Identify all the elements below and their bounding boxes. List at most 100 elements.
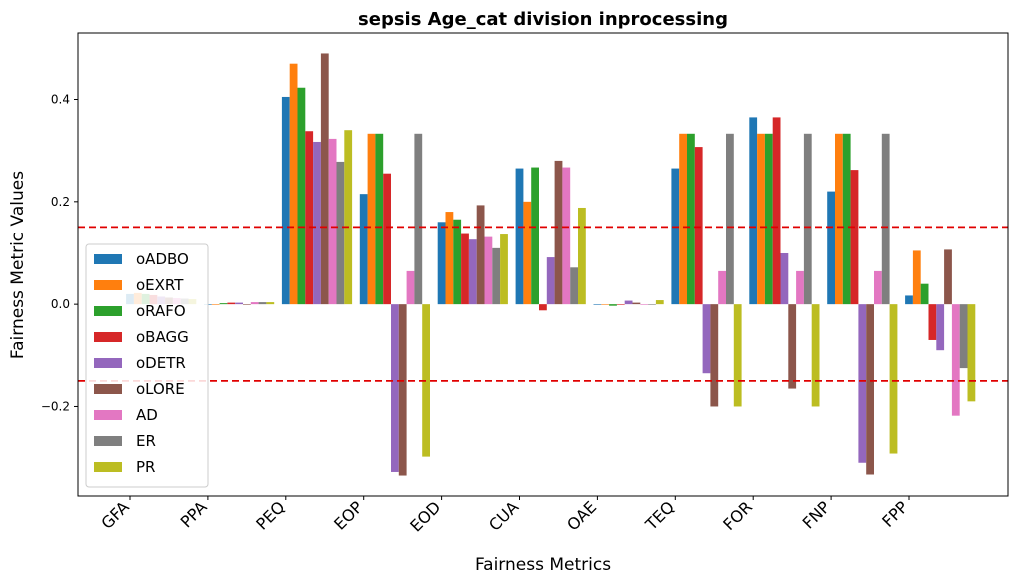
y-tick-label: 0.2 xyxy=(51,195,70,209)
bar-oRAFO-PPA xyxy=(219,303,228,305)
legend-label-oEXRT: oEXRT xyxy=(136,276,184,294)
bar-oEXRT-CUA xyxy=(523,201,532,305)
bar-oBAGG-FNP xyxy=(850,170,859,305)
bar-oLORE-EOD xyxy=(476,205,485,305)
bar-oEXRT-PEQ xyxy=(289,63,298,305)
bar-oDETR-FPP xyxy=(936,304,945,351)
bar-oRAFO-TEQ xyxy=(687,133,695,305)
x-tick-label-CUA: CUA xyxy=(485,497,522,534)
bar-ER-OAE xyxy=(648,304,656,305)
bar-oADBO-PEQ xyxy=(281,96,290,305)
x-axis-label: Fairness Metrics xyxy=(475,555,611,575)
y-axis: −0.2 0.0 0.2 0.4 xyxy=(41,93,78,413)
x-axis: GFA PPA PEQ EOP EOD CUA OAE TEQ FOR FNP FPP xyxy=(97,496,912,536)
bar-oBAGG-PPA xyxy=(227,302,236,305)
threshold-lines xyxy=(78,226,1008,382)
x-tick-label-PEQ: PEQ xyxy=(252,497,288,533)
legend-swatch-oBAGG xyxy=(94,332,122,342)
bar-ER-FOR xyxy=(803,133,812,305)
bar-oDETR-CUA xyxy=(546,257,555,305)
legend-swatch-ER xyxy=(94,436,122,446)
bar-PR-EOP xyxy=(422,304,430,457)
x-tick-label-GFA: GFA xyxy=(97,497,132,532)
bar-oRAFO-OAE xyxy=(609,304,617,306)
bar-PR-OAE xyxy=(655,300,664,305)
legend-label-oDETR: oDETR xyxy=(136,354,186,372)
legend-label-oADBO: oADBO xyxy=(136,250,189,268)
bar-oDETR-EOP xyxy=(391,304,399,472)
bar-oDETR-OAE xyxy=(624,300,633,305)
bar-AD-FPP xyxy=(951,304,960,416)
x-tick-label-FOR: FOR xyxy=(719,497,756,534)
bar-AD-PEQ xyxy=(328,138,337,305)
legend-label-AD: AD xyxy=(136,406,158,424)
bar-oEXRT-EOD xyxy=(445,212,454,305)
bar-PR-CUA xyxy=(578,207,586,305)
legend-label-ER: ER xyxy=(136,432,156,450)
bar-PR-EOD xyxy=(500,234,508,305)
legend: oADBO oEXRT oRAFO oBAGG oDETR oLORE AD ER PR xyxy=(85,243,209,488)
bar-oDETR-PEQ xyxy=(313,141,321,305)
bar-AD-EOD xyxy=(484,236,493,305)
legend-box xyxy=(85,243,209,488)
bar-oADBO-TEQ xyxy=(671,168,680,305)
bar-PR-TEQ xyxy=(733,304,742,407)
bar-oBAGG-OAE xyxy=(616,304,625,305)
x-tick-label-TEQ: TEQ xyxy=(641,497,678,534)
bars-group xyxy=(126,53,976,476)
x-tick-label-PPA: PPA xyxy=(177,497,211,531)
bar-PR-FPP xyxy=(967,304,976,402)
bar-oLORE-FOR xyxy=(788,304,797,389)
bar-oADBO-FPP xyxy=(905,295,913,305)
y-tick-label: 0.4 xyxy=(51,93,70,107)
bar-PR-PPA xyxy=(266,302,275,305)
bar-oRAFO-FPP xyxy=(920,283,929,305)
bar-ER-PEQ xyxy=(336,161,345,305)
bar-oLORE-CUA xyxy=(554,160,563,305)
bar-ER-TEQ xyxy=(726,133,734,305)
bar-oRAFO-PEQ xyxy=(297,87,306,305)
bar-AD-FNP xyxy=(874,270,882,305)
bar-AD-FOR xyxy=(796,270,804,305)
bar-oADBO-EOP xyxy=(359,194,368,305)
bar-oADBO-EOD xyxy=(437,222,446,305)
bar-oBAGG-EOD xyxy=(461,233,469,305)
bar-oEXRT-EOP xyxy=(367,133,376,305)
legend-swatch-oDETR xyxy=(94,358,122,368)
bar-oADBO-FOR xyxy=(749,117,758,305)
bar-oEXRT-OAE xyxy=(601,304,610,305)
bar-AD-PPA xyxy=(250,302,259,305)
legend-swatch-oLORE xyxy=(94,384,122,394)
bar-oRAFO-FNP xyxy=(842,133,851,305)
bar-oADBO-OAE xyxy=(593,304,602,305)
bar-AD-TEQ xyxy=(718,270,726,305)
legend-label-PR: PR xyxy=(136,458,155,476)
bar-oBAGG-FOR xyxy=(772,117,781,305)
chart-title: sepsis Age_cat division inprocessing xyxy=(358,9,728,30)
bar-oRAFO-CUA xyxy=(531,167,539,305)
bar-ER-FPP xyxy=(959,304,968,369)
bar-oLORE-PEQ xyxy=(320,53,329,305)
bar-oEXRT-FNP xyxy=(835,133,843,305)
legend-swatch-oADBO xyxy=(94,254,122,264)
bar-oBAGG-CUA xyxy=(539,304,547,311)
bar-oDETR-EOD xyxy=(468,239,477,305)
legend-label-oLORE: oLORE xyxy=(136,380,185,398)
bar-oLORE-OAE xyxy=(632,302,641,305)
legend-swatch-PR xyxy=(94,462,122,472)
bar-ER-EOP xyxy=(414,133,423,305)
x-tick-label-EOD: EOD xyxy=(406,497,444,535)
bar-oDETR-PPA xyxy=(235,302,243,305)
bar-ER-EOD xyxy=(492,247,501,305)
x-tick-label-FNP: FNP xyxy=(799,497,834,532)
legend-label-oRAFO: oRAFO xyxy=(136,302,186,320)
bar-PR-FOR xyxy=(811,304,820,407)
x-tick-label-FPP: FPP xyxy=(878,497,912,531)
bar-PR-PEQ xyxy=(344,130,353,305)
bar-oEXRT-TEQ xyxy=(679,133,687,305)
bar-oRAFO-EOD xyxy=(453,219,462,305)
bar-oRAFO-EOP xyxy=(375,133,384,305)
bar-oLORE-FNP xyxy=(866,304,874,475)
bar-oBAGG-TEQ xyxy=(694,147,703,305)
